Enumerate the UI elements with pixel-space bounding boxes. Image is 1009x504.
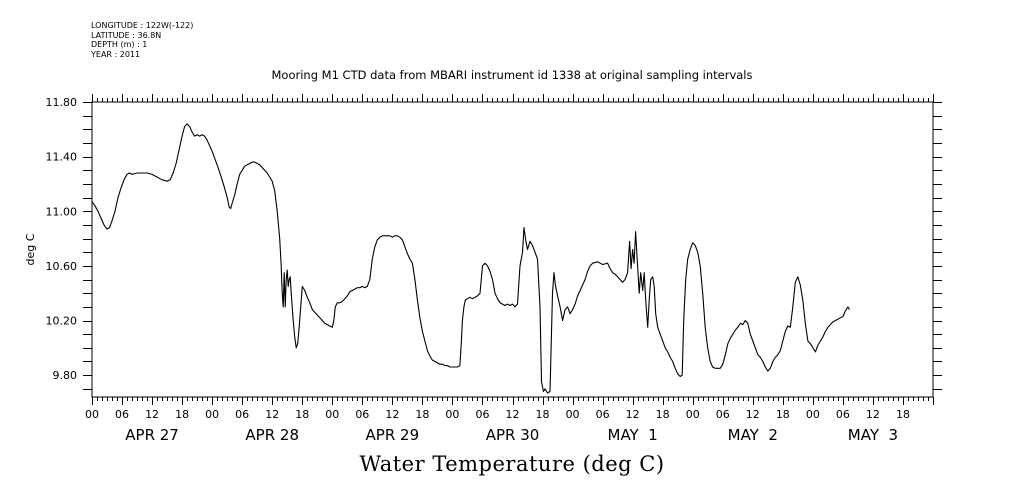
x-tick-label: 00 xyxy=(566,408,580,421)
x-tick-label: 00 xyxy=(806,408,820,421)
x-date-label: MAY 2 xyxy=(728,426,778,444)
x-tick-label: 06 xyxy=(235,408,249,421)
x-tick-label: 18 xyxy=(536,408,550,421)
y-tick-label: 10.60 xyxy=(46,260,78,273)
x-tick-label: 18 xyxy=(656,408,670,421)
metadata-block: LONGITUDE : 122W(-122) LATITUDE : 36.8N … xyxy=(91,21,193,59)
y-tick-label: 11.80 xyxy=(46,96,78,109)
x-tick-label: 12 xyxy=(145,408,159,421)
y-tick-label: 11.00 xyxy=(46,205,78,218)
x-tick-label: 12 xyxy=(746,408,760,421)
x-tick-label: 18 xyxy=(415,408,429,421)
x-tick-label: 18 xyxy=(295,408,309,421)
meta-longitude: LONGITUDE : 122W(-122) xyxy=(91,21,194,30)
x-tick-label: 12 xyxy=(506,408,520,421)
y-axis-label: deg C xyxy=(24,233,37,265)
x-date-label: APR 29 xyxy=(366,426,420,444)
x-tick-label: 06 xyxy=(115,408,129,421)
x-tick-label: 12 xyxy=(866,408,880,421)
x-tick-label: 12 xyxy=(385,408,399,421)
x-date-label: APR 30 xyxy=(486,426,540,444)
meta-depth: DEPTH (m) : 1 xyxy=(91,40,148,49)
meta-latitude: LATITUDE : 36.8N xyxy=(91,30,162,40)
x-tick-label: 12 xyxy=(626,408,640,421)
x-date-label: APR 27 xyxy=(125,426,179,444)
x-tick-label: 12 xyxy=(265,408,279,421)
x-tick-label: 00 xyxy=(325,408,339,421)
x-tick-label: 00 xyxy=(445,408,459,421)
x-tick-label: 18 xyxy=(175,408,189,421)
x-tick-label: 18 xyxy=(776,408,790,421)
x-date-label: MAY 1 xyxy=(608,426,658,444)
x-axis-title: Water Temperature (deg C) xyxy=(359,452,665,476)
x-tick-label: 06 xyxy=(596,408,610,421)
x-tick-label: 00 xyxy=(205,408,219,421)
y-tick-label: 11.40 xyxy=(46,151,78,164)
x-date-label: MAY 3 xyxy=(848,426,898,444)
x-tick-label: 00 xyxy=(85,408,99,421)
x-tick-label: 18 xyxy=(896,408,910,421)
chart-title: Mooring M1 CTD data from MBARI instrumen… xyxy=(271,68,753,82)
x-tick-label: 06 xyxy=(716,408,730,421)
x-tick-label: 00 xyxy=(686,408,700,421)
x-tick-label: 06 xyxy=(355,408,369,421)
y-tick-label: 10.20 xyxy=(46,315,78,328)
y-tick-label: 9.80 xyxy=(53,369,78,382)
meta-year: YEAR : 2011 xyxy=(91,49,141,59)
x-tick-label: 06 xyxy=(475,408,489,421)
x-date-label: APR 28 xyxy=(245,426,299,444)
series-line xyxy=(91,123,850,394)
x-tick-label: 06 xyxy=(836,408,850,421)
plot-frame xyxy=(91,101,934,398)
